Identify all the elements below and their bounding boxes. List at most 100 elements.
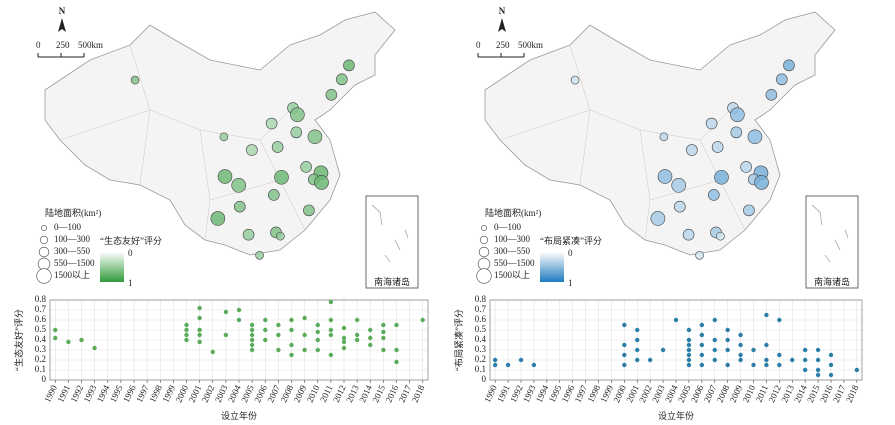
point <box>302 332 307 338</box>
point <box>289 352 294 358</box>
y-axis-label: “布局紧凑”评分 <box>453 309 464 371</box>
x-tick-label: 2018 <box>844 383 861 404</box>
site <box>570 75 580 85</box>
y-tick-label: 0.6 <box>35 314 47 324</box>
point <box>197 332 202 338</box>
point <box>79 337 84 343</box>
scale-label: 250 <box>496 40 510 50</box>
y-tick-label: 0.4 <box>35 334 47 344</box>
point <box>751 347 756 353</box>
site <box>659 132 669 142</box>
site <box>686 144 698 156</box>
point <box>368 335 373 341</box>
point <box>802 367 808 373</box>
site <box>747 129 763 145</box>
point <box>738 357 743 363</box>
inset-box <box>365 195 419 289</box>
site <box>234 200 246 213</box>
point <box>622 322 627 328</box>
y-tick-label: 0.6 <box>475 314 487 324</box>
x-axis-label: 设立年份 <box>221 410 257 421</box>
score-min: 0 <box>568 248 573 258</box>
point <box>354 337 360 343</box>
point <box>738 352 743 358</box>
legend-size <box>37 257 51 271</box>
point <box>315 329 320 335</box>
site <box>657 169 673 184</box>
point <box>249 332 255 338</box>
point <box>184 322 189 328</box>
point <box>236 317 242 323</box>
site <box>300 161 312 173</box>
point <box>249 337 255 343</box>
point <box>699 352 705 358</box>
point <box>381 347 386 353</box>
point <box>249 327 255 333</box>
point <box>53 335 58 341</box>
point <box>315 337 320 343</box>
point <box>197 339 202 345</box>
scale-label: 500km <box>518 40 543 50</box>
legend-size <box>38 246 50 258</box>
point <box>686 342 692 348</box>
site <box>325 89 338 101</box>
point <box>673 317 679 323</box>
site <box>276 231 285 241</box>
point <box>764 312 769 318</box>
y-tick-label: 0 <box>482 374 487 384</box>
legend-size-label: 1500以上 <box>494 270 530 280</box>
map-panel: N 0 250 500km 陆地面积(km²) 0—100 100—300 300—550 55… <box>36 6 419 289</box>
legend-size <box>40 224 48 232</box>
legend-size <box>480 224 488 232</box>
scale-label: 0 <box>476 40 481 50</box>
point <box>236 307 242 313</box>
point <box>660 347 666 353</box>
point <box>777 362 782 368</box>
point <box>197 315 202 321</box>
point <box>315 322 320 328</box>
scale-label: 250 <box>56 40 70 50</box>
site <box>274 169 289 185</box>
point <box>492 362 498 368</box>
score-max: 1 <box>128 278 133 288</box>
point <box>328 299 334 305</box>
inset-label: 南海诸岛 <box>374 276 410 287</box>
point <box>328 332 334 338</box>
score-gradient <box>100 252 124 282</box>
y-tick-label: 0.1 <box>475 364 486 374</box>
legend-size-label: 100—300 <box>54 234 91 244</box>
site <box>730 126 743 139</box>
site <box>303 204 315 217</box>
point <box>699 322 705 328</box>
point <box>184 332 189 338</box>
point <box>738 332 743 338</box>
y-tick-label: 0.7 <box>475 304 487 314</box>
point <box>249 342 255 348</box>
site <box>210 211 226 226</box>
north-arrow: N <box>59 6 66 16</box>
point <box>777 352 782 358</box>
legend-size-label: 300—550 <box>54 246 91 256</box>
y-tick-label: 0.1 <box>35 364 46 374</box>
point <box>725 362 730 368</box>
point <box>289 327 294 333</box>
point <box>699 362 705 368</box>
point <box>368 342 373 348</box>
point <box>302 347 307 353</box>
point <box>854 367 860 373</box>
point <box>828 352 834 358</box>
legend-size-label: 550—1500 <box>54 258 95 268</box>
point <box>712 357 717 363</box>
site <box>343 59 355 72</box>
point <box>686 337 692 343</box>
point <box>249 347 255 353</box>
site <box>130 75 140 85</box>
point <box>263 337 268 343</box>
y-tick-label: 0.2 <box>475 354 486 364</box>
point <box>622 342 627 348</box>
site <box>783 59 795 72</box>
point <box>790 357 795 363</box>
point <box>505 362 511 368</box>
point <box>686 327 692 333</box>
point <box>815 357 821 363</box>
